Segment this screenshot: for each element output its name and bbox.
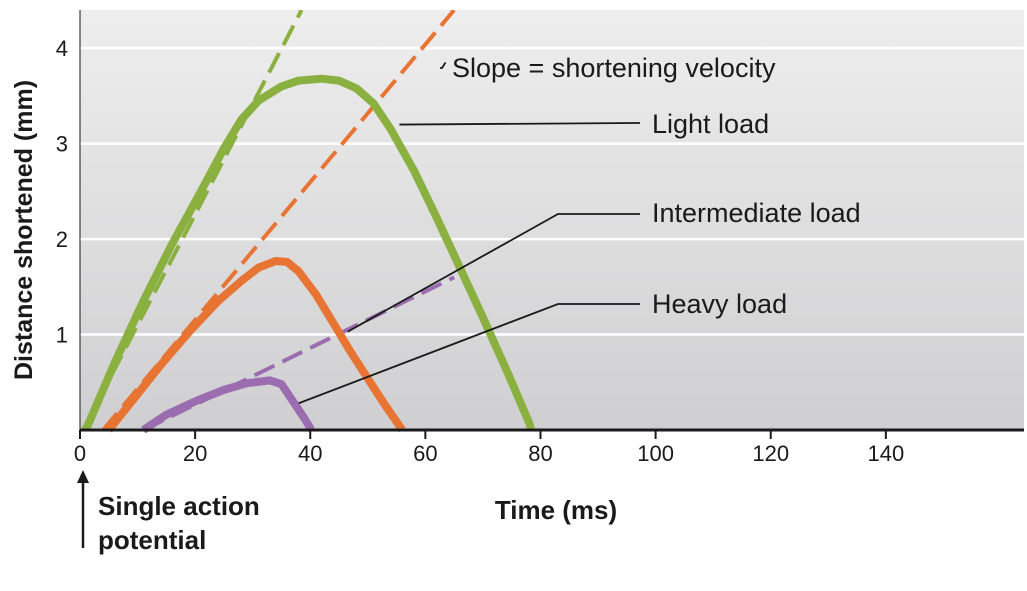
y-tick-label: 4 bbox=[56, 36, 68, 61]
x-tick-label: 100 bbox=[637, 441, 674, 466]
y-axis-label: Distance shortened (mm) bbox=[10, 80, 38, 380]
annotation-slope: Slope = shortening velocity bbox=[452, 53, 776, 83]
leader-line-heavy bbox=[298, 303, 640, 405]
annotations: Slope = shortening velocity Light load Int… bbox=[298, 53, 861, 405]
axes bbox=[79, 10, 1024, 439]
x-tick-label: 20 bbox=[183, 441, 207, 466]
x-axis-label: Time (ms) bbox=[495, 495, 617, 525]
x-tick-label: 40 bbox=[298, 441, 322, 466]
leader-line-slope bbox=[440, 62, 447, 69]
annotation-heavy: Heavy load bbox=[652, 289, 787, 319]
action-potential-arrowhead bbox=[77, 470, 89, 483]
x-tick-label: 140 bbox=[867, 441, 904, 466]
annotation-intermediate: Intermediate load bbox=[652, 198, 861, 228]
x-tick-label: 120 bbox=[752, 441, 789, 466]
plot-background bbox=[80, 10, 1024, 430]
x-tick-label: 80 bbox=[528, 441, 552, 466]
action-potential-label-line1: Single action bbox=[98, 491, 260, 521]
x-tick-label: 0 bbox=[74, 441, 86, 466]
series-line-intermediate-load bbox=[105, 257, 406, 433]
y-tick-label: 3 bbox=[56, 132, 68, 157]
gridlines bbox=[80, 46, 1024, 336]
leader-line-light bbox=[399, 122, 640, 126]
y-tick-label: 2 bbox=[56, 227, 68, 252]
y-tick-label: 1 bbox=[56, 323, 68, 348]
x-tick-label: 60 bbox=[413, 441, 437, 466]
action-potential-marker: Single action potential bbox=[77, 470, 260, 555]
action-potential-label-line2: potential bbox=[98, 525, 206, 555]
series-lines bbox=[82, 74, 536, 434]
slope-line-heavy-load bbox=[142, 275, 456, 432]
annotation-light: Light load bbox=[652, 109, 769, 139]
series-line-heavy-load bbox=[141, 376, 315, 434]
leader-line-intermediate bbox=[347, 213, 640, 333]
series-line-light-load bbox=[82, 74, 536, 432]
